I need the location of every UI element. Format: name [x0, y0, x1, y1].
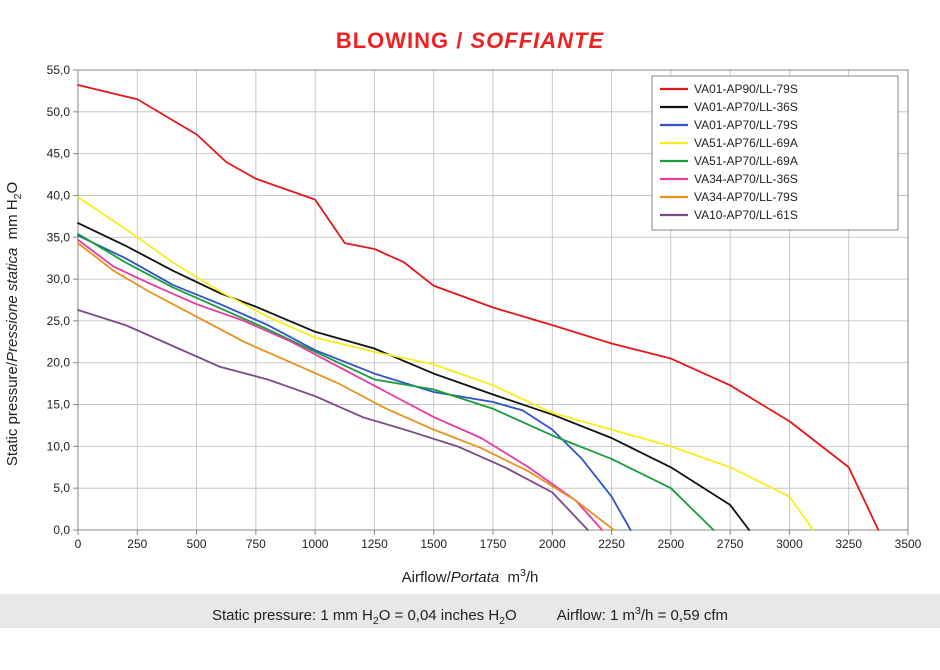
svg-text:250: 250: [127, 537, 147, 551]
svg-text:0,0: 0,0: [53, 523, 70, 537]
svg-text:2500: 2500: [658, 537, 685, 551]
svg-text:5,0: 5,0: [53, 481, 70, 495]
svg-text:VA01-AP70/LL-36S: VA01-AP70/LL-36S: [694, 100, 798, 114]
svg-text:10,0: 10,0: [47, 439, 71, 453]
svg-text:1250: 1250: [361, 537, 388, 551]
svg-text:VA01-AP70/LL-79S: VA01-AP70/LL-79S: [694, 118, 798, 132]
svg-text:VA34-AP70/LL-36S: VA34-AP70/LL-36S: [694, 172, 798, 186]
svg-text:VA01-AP90/LL-79S: VA01-AP90/LL-79S: [694, 82, 798, 96]
chart-title: BLOWING / SOFFIANTE: [0, 28, 940, 54]
svg-text:3000: 3000: [776, 537, 803, 551]
svg-text:50,0: 50,0: [47, 105, 71, 119]
svg-text:25,0: 25,0: [47, 314, 71, 328]
svg-text:1000: 1000: [302, 537, 329, 551]
svg-text:1500: 1500: [420, 537, 447, 551]
svg-text:2250: 2250: [598, 537, 625, 551]
svg-text:VA34-AP70/LL-79S: VA34-AP70/LL-79S: [694, 190, 798, 204]
title-sep: /: [449, 28, 470, 53]
svg-text:2750: 2750: [717, 537, 744, 551]
svg-text:35,0: 35,0: [47, 230, 71, 244]
svg-text:VA10-AP70/LL-61S: VA10-AP70/LL-61S: [694, 208, 798, 222]
svg-text:2000: 2000: [539, 537, 566, 551]
chart-svg: 0 250 500 750 1000 1250 1500 1750 2000 2250 2500 27…: [0, 54, 940, 594]
svg-text:0: 0: [75, 537, 82, 551]
svg-text:1750: 1750: [480, 537, 507, 551]
svg-text:55,0: 55,0: [47, 63, 71, 77]
svg-text:40,0: 40,0: [47, 188, 71, 202]
svg-text:3500: 3500: [895, 537, 922, 551]
x-axis-label: Airflow/Portata m3/h: [0, 567, 940, 586]
svg-text:VA51-AP76/LL-69A: VA51-AP76/LL-69A: [694, 136, 798, 150]
title-main: BLOWING: [336, 28, 449, 53]
title-ital: SOFFIANTE: [471, 28, 605, 53]
svg-text:30,0: 30,0: [47, 272, 71, 286]
svg-text:45,0: 45,0: [47, 147, 71, 161]
svg-text:3250: 3250: [835, 537, 862, 551]
footer-bar: Static pressure: 1 mm H2O = 0,04 inches …: [0, 594, 940, 628]
svg-text:750: 750: [246, 537, 266, 551]
svg-text:20,0: 20,0: [47, 356, 71, 370]
y-axis-label: Static pressure/Pressione statica mm H2O: [4, 114, 24, 534]
svg-text:VA51-AP70/LL-69A: VA51-AP70/LL-69A: [694, 154, 798, 168]
chart-area: VENTEL 025050075010001250150017502000225…: [0, 54, 940, 594]
svg-text:15,0: 15,0: [47, 398, 71, 412]
svg-text:500: 500: [187, 537, 207, 551]
